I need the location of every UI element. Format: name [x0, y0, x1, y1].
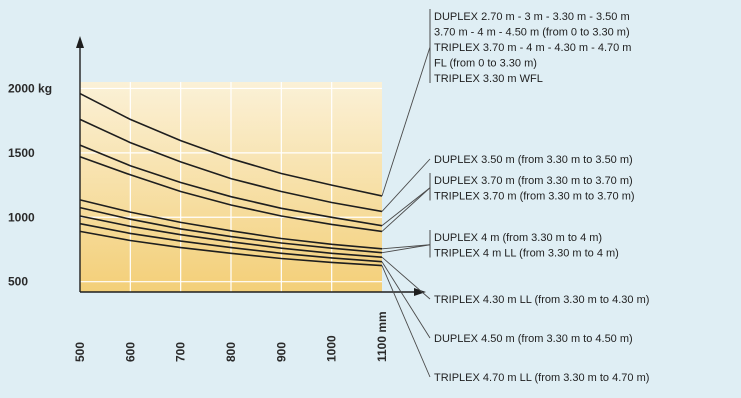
leader-line [381, 187, 431, 227]
legend-entry: TRIPLEX 4.70 m LL (from 3.30 m to 4.70 m… [434, 372, 649, 384]
x-axis-arrow [414, 288, 426, 296]
series-line-6 [79, 206, 383, 254]
y-tick-label: 2000 kg [8, 81, 52, 95]
y-tick-label: 500 [8, 275, 28, 289]
series-line-1 [79, 92, 383, 197]
legend-entry: 3.70 m - 4 m - 4.50 m (from 0 to 3.30 m) [434, 27, 630, 39]
x-tick-label: 900 [274, 342, 288, 362]
x-tick-label: 1100 mm [375, 311, 389, 362]
series-lines [79, 92, 383, 267]
leader-line [381, 244, 431, 250]
legend-entry: TRIPLEX 3.30 m WFL [434, 73, 543, 85]
leader-line [381, 46, 431, 197]
series-line-9 [79, 230, 383, 267]
series-line-3 [79, 144, 383, 227]
legend-leader-lines [381, 46, 431, 378]
y-tick-label: 1000 [8, 210, 35, 224]
legend-entry: DUPLEX 4 m (from 3.30 m to 4 m) [434, 232, 602, 244]
legend-entry: TRIPLEX 4 m LL (from 3.30 m to 4 m) [434, 248, 619, 260]
series-line-2 [79, 118, 383, 213]
legend-entry: DUPLEX 3.50 m (from 3.30 m to 3.50 m) [434, 154, 633, 166]
x-tick-label: 700 [174, 342, 188, 362]
legend-entry: FL (from 0 to 3.30 m) [434, 58, 537, 70]
leader-line [381, 158, 431, 212]
series-line-8 [79, 222, 383, 263]
legend-entry: TRIPLEX 3.70 m (from 3.30 m to 3.70 m) [434, 191, 635, 203]
legend: DUPLEX 2.70 m - 3 m - 3.30 m - 3.50 m 3.7… [429, 9, 649, 384]
legend-entry: DUPLEX 2.70 m - 3 m - 3.30 m - 3.50 m [434, 11, 630, 23]
y-axis-arrow [76, 36, 84, 48]
x-tick-label: 600 [123, 342, 137, 362]
leader-line [381, 265, 431, 378]
legend-entry: DUPLEX 3.70 m (from 3.30 m to 3.70 m) [434, 175, 633, 187]
x-tick-labels: 500 600 700 800 900 1000 1100 mm [73, 311, 389, 362]
legend-entry: TRIPLEX 3.70 m - 4 m - 4.30 m - 4.70 m [434, 42, 631, 54]
leader-line [381, 244, 431, 254]
legend-entry: TRIPLEX 4.30 m LL (from 3.30 m to 4.30 m… [434, 294, 649, 306]
leader-line [381, 187, 431, 232]
leader-line [381, 256, 431, 300]
y-tick-label: 1500 [8, 146, 35, 160]
series-line-7 [79, 215, 383, 258]
x-tick-label: 800 [224, 342, 238, 362]
y-tick-labels: 2000 kg 1500 1000 500 [8, 81, 52, 288]
leader-line [381, 261, 431, 339]
series-line-5 [79, 199, 383, 250]
series-line-4 [79, 155, 383, 233]
legend-entry: DUPLEX 4.50 m (from 3.30 m to 4.50 m) [434, 333, 633, 345]
grid-lines [80, 82, 382, 292]
axes [76, 36, 426, 296]
x-tick-label: 1000 [325, 335, 339, 362]
x-tick-label: 500 [73, 342, 87, 362]
